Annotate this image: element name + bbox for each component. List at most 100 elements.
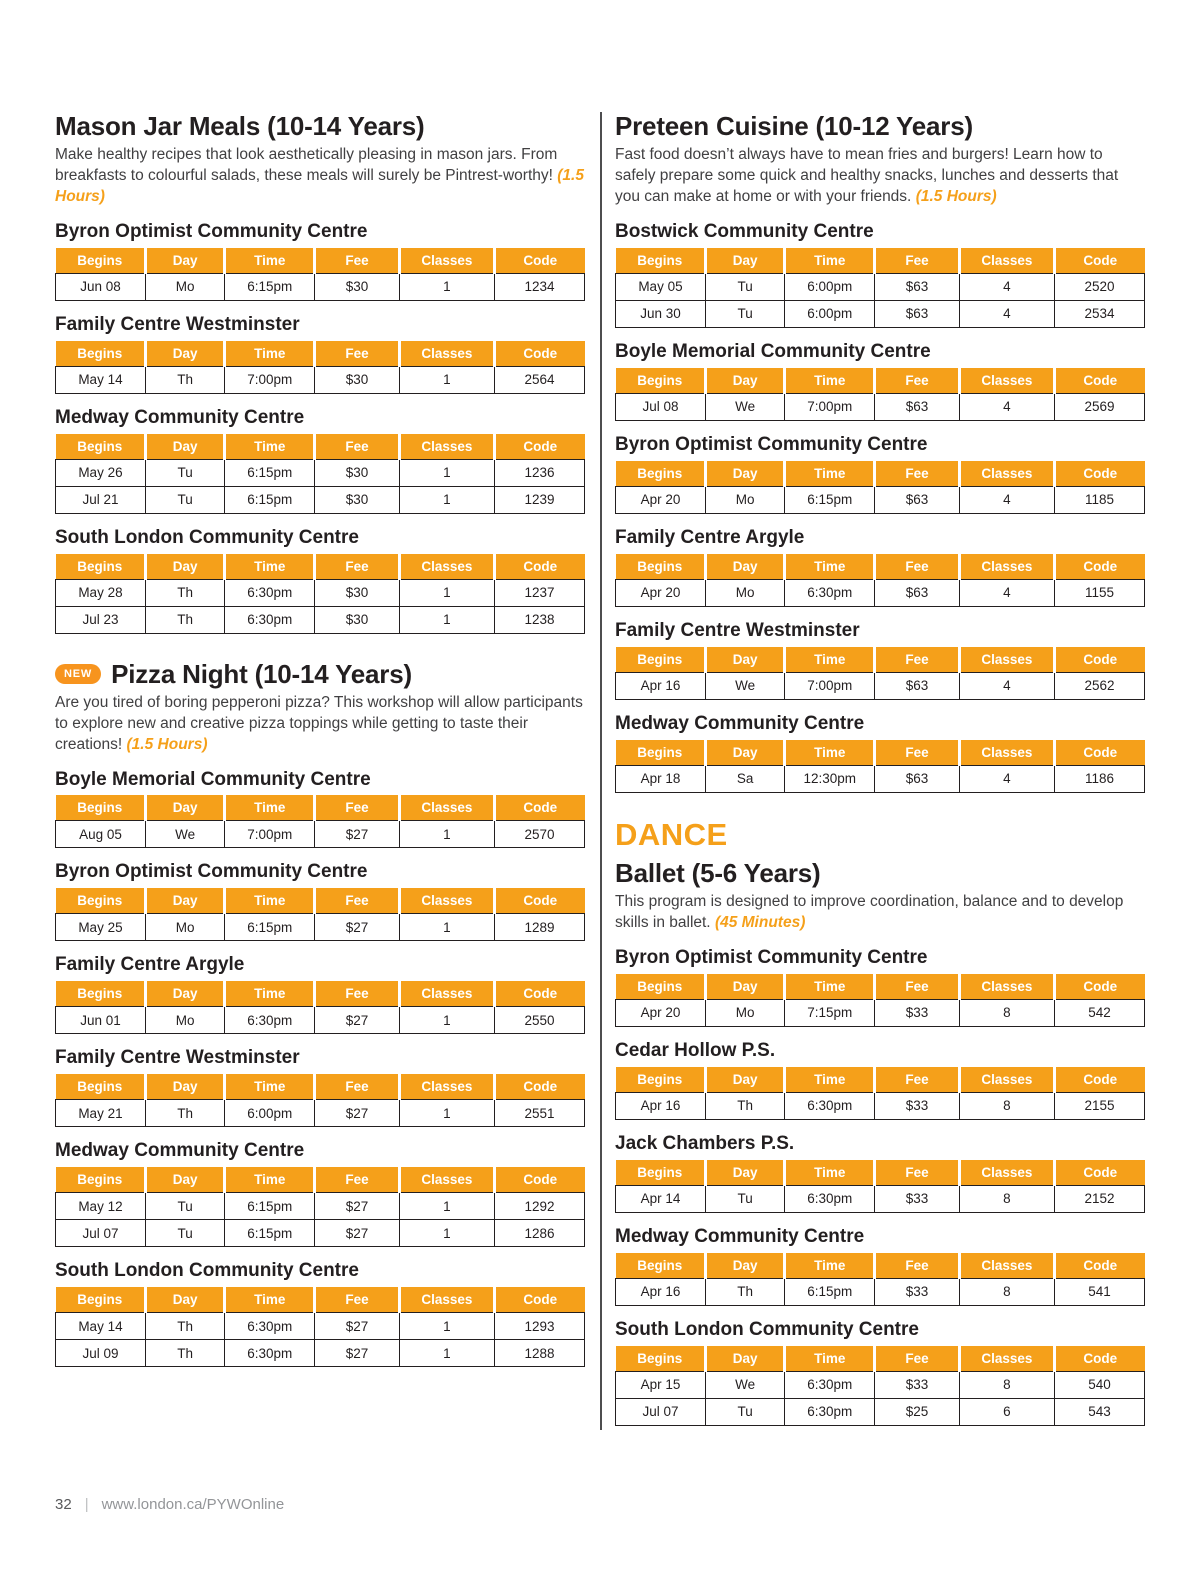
schedule-header-cell: Classes xyxy=(957,739,1055,765)
schedule-row: Jul 07 Tu 6:15pm $27 1 1286 xyxy=(55,1219,585,1248)
schedule-table-head: Begins Day Time Fee Classes Code xyxy=(55,1287,585,1313)
program-section: Ballet (5-6 Years) This program is design… xyxy=(615,858,1145,1426)
schedule-cell: Apr 16 xyxy=(615,671,706,700)
schedule-cell: Tu xyxy=(704,1184,786,1213)
schedule-row: May 12 Tu 6:15pm $27 1 1292 xyxy=(55,1192,585,1221)
schedule-cell: 7:00pm xyxy=(784,671,876,700)
schedule-cell: $63 xyxy=(874,272,960,301)
schedule-header-row: Begins Day Time Fee Classes Code xyxy=(615,460,1145,487)
schedule-header-cell: Time xyxy=(223,1287,315,1313)
schedule-header-cell: Time xyxy=(223,981,315,1007)
schedule-header-cell: Classes xyxy=(397,1167,495,1193)
schedule-header-cell: Code xyxy=(1053,553,1145,580)
schedule-cell: $63 xyxy=(874,485,960,514)
schedule-cell: 8 xyxy=(958,1370,1056,1399)
schedule-header-cell: Code xyxy=(493,433,585,460)
schedule-cell: May 21 xyxy=(55,1099,146,1128)
schedule-cell: $27 xyxy=(314,1192,400,1221)
venue-name: Boyle Memorial Community Centre xyxy=(615,340,931,362)
schedule-cell: $27 xyxy=(314,913,400,942)
schedule-table: Begins Day Time Fee Classes Code Apr 16 Th 6:30p… xyxy=(615,1066,1145,1120)
schedule-cell: 1 xyxy=(398,458,496,487)
schedule-table: Begins Day Time Fee Classes Code May 28 Th 6:30p… xyxy=(55,553,585,634)
schedule-cell: Jul 08 xyxy=(615,392,706,421)
schedule-header-cell: Code xyxy=(493,795,585,821)
schedule-cell: 1288 xyxy=(494,1339,585,1368)
schedule-header-cell: Code xyxy=(1053,1252,1145,1279)
schedule-header-cell: Time xyxy=(223,340,315,367)
schedule-cell: Th xyxy=(144,578,226,607)
schedule-cell: Jul 21 xyxy=(55,485,146,514)
schedule-cell: Tu xyxy=(704,272,786,301)
schedule-header-row: Begins Day Time Fee Classes Code xyxy=(55,1074,585,1100)
schedule-cell: 12:30pm xyxy=(784,764,876,793)
schedule-header-row: Begins Day Time Fee Classes Code xyxy=(615,247,1145,274)
venue-name: South London Community Centre xyxy=(55,526,359,548)
schedule-header-cell: Code xyxy=(1053,646,1145,673)
schedule-cell: 6:15pm xyxy=(224,458,316,487)
schedule-cell: Apr 18 xyxy=(615,764,706,793)
schedule-cell: 6:15pm xyxy=(784,485,876,514)
schedule-header-cell: Code xyxy=(493,981,585,1007)
schedule-row: Jul 09 Th 6:30pm $27 1 1288 xyxy=(55,1339,585,1368)
schedule-header-cell: Day xyxy=(703,247,785,274)
schedule-row: Apr 18 Sa 12:30pm $63 4 1186 xyxy=(615,764,1145,793)
schedule-header-cell: Time xyxy=(223,247,315,274)
schedule-table-body: May 12 Tu 6:15pm $27 1 1292 Jul 07 Tu 6:15pm $27 1… xyxy=(55,1192,585,1248)
schedule-cell: 2534 xyxy=(1054,299,1145,328)
schedule-header-cell: Begins xyxy=(615,460,706,487)
schedule-cell: 543 xyxy=(1054,1397,1145,1426)
schedule-table-head: Begins Day Time Fee Classes Code xyxy=(615,646,1145,673)
schedule-header-cell: Classes xyxy=(397,981,495,1007)
schedule-cell: Apr 20 xyxy=(615,578,706,607)
schedule-cell: $27 xyxy=(314,820,400,849)
schedule-cell: 6:15pm xyxy=(224,1219,316,1248)
venue-name: Byron Optimist Community Centre xyxy=(615,433,928,455)
schedule-header-cell: Time xyxy=(783,739,875,765)
schedule-header-cell: Classes xyxy=(397,1287,495,1313)
page-footer: 32 | www.london.ca/PYWOnline xyxy=(55,1496,284,1513)
schedule-header-cell: Day xyxy=(143,1287,225,1313)
schedule-header-cell: Fee xyxy=(313,981,400,1007)
schedule-cell: Tu xyxy=(704,299,786,328)
schedule-cell: 6:30pm xyxy=(784,578,876,607)
schedule-table: Begins Day Time Fee Classes Code Jun 08 Mo 6:15p… xyxy=(55,247,585,301)
schedule-cell: 2569 xyxy=(1054,392,1145,421)
schedule-table-head: Begins Day Time Fee Classes Code xyxy=(55,433,585,460)
schedule-header-cell: Time xyxy=(783,247,875,274)
schedule-cell: Apr 20 xyxy=(615,998,706,1027)
schedule-cell: 1292 xyxy=(494,1192,585,1221)
schedule-header-cell: Day xyxy=(703,553,785,580)
schedule-table-head: Begins Day Time Fee Classes Code xyxy=(615,1159,1145,1186)
schedule-header-cell: Code xyxy=(493,1167,585,1193)
schedule-header-cell: Begins xyxy=(55,1167,146,1193)
description-text: Make healthy recipes that look aesthetic… xyxy=(55,146,558,185)
schedule-cell: $27 xyxy=(314,1339,400,1368)
footer-page-number: 32 xyxy=(55,1496,72,1513)
schedule-header-cell: Day xyxy=(703,1252,785,1279)
schedule-header-cell: Fee xyxy=(313,247,400,274)
schedule-cell: Mo xyxy=(144,1006,226,1035)
schedule-cell: 6:30pm xyxy=(784,1091,876,1120)
schedule-cell: 1 xyxy=(398,913,496,942)
schedule-table-head: Begins Day Time Fee Classes Code xyxy=(615,460,1145,487)
schedule-table-head: Begins Day Time Fee Classes Code xyxy=(615,1066,1145,1093)
schedule-cell: $63 xyxy=(874,764,960,793)
schedule-header-cell: Fee xyxy=(313,1074,400,1100)
schedule-row: Jul 07 Tu 6:30pm $25 6 543 xyxy=(615,1397,1145,1426)
schedule-table: Begins Day Time Fee Classes Code Apr 15 We 6:30p… xyxy=(615,1345,1145,1426)
schedule-header-cell: Code xyxy=(1053,367,1145,394)
schedule-header-cell: Code xyxy=(493,1287,585,1313)
schedule-cell: Jul 07 xyxy=(615,1397,706,1426)
duration-label: (45 Minutes) xyxy=(714,914,806,932)
schedule-table-body: Apr 20 Mo 6:30pm $63 4 1155 xyxy=(615,578,1145,607)
schedule-cell: 1 xyxy=(398,1312,496,1341)
schedule-cell: 1 xyxy=(398,1339,496,1368)
schedule-header-cell: Fee xyxy=(873,973,960,1000)
schedule-header-row: Begins Day Time Fee Classes Code xyxy=(55,553,585,580)
schedule-header-cell: Code xyxy=(1053,460,1145,487)
category-section: DANCE xyxy=(615,818,1145,852)
schedule-cell: $33 xyxy=(874,1370,960,1399)
schedule-row: Jul 08 We 7:00pm $63 4 2569 xyxy=(615,392,1145,421)
schedule-table: Begins Day Time Fee Classes Code May 12 Tu 6:15p… xyxy=(55,1167,585,1248)
